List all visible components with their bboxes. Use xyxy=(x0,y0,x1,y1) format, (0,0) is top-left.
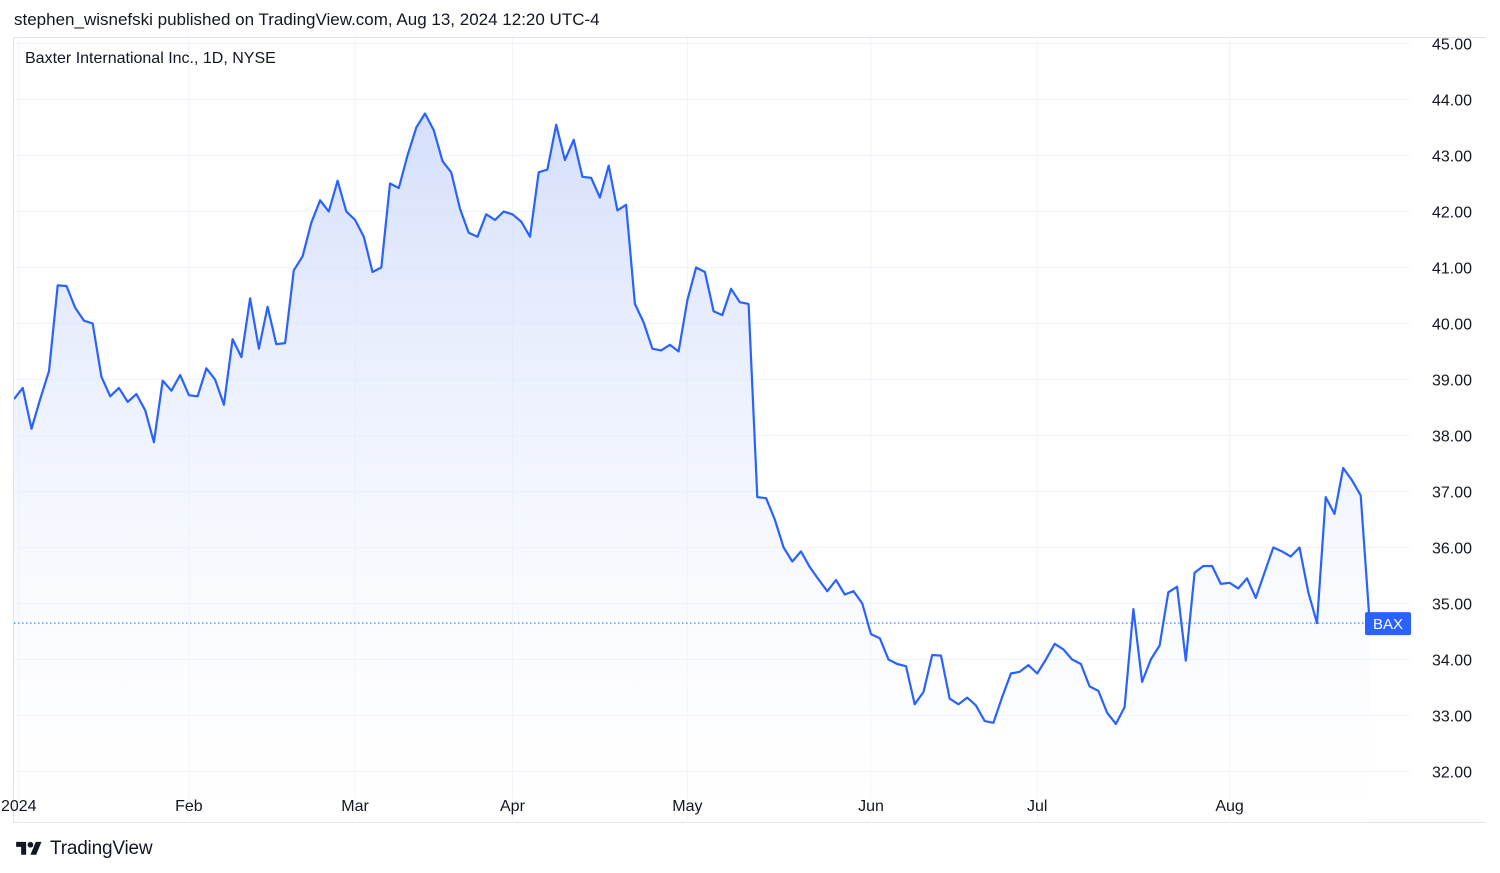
y-tick-label: 39.00 xyxy=(1432,373,1472,390)
y-tick-label: 42.00 xyxy=(1432,205,1472,222)
x-tick-label: 2024 xyxy=(1,798,37,815)
x-tick-label: Jun xyxy=(858,798,884,815)
chart-title: Baxter International Inc., 1D, NYSE xyxy=(25,50,276,67)
publish-info: stephen_wisnefski published on TradingVi… xyxy=(14,10,600,29)
y-tick-label: 34.00 xyxy=(1432,653,1472,670)
y-tick-label: 43.00 xyxy=(1432,149,1472,166)
y-tick-label: 36.00 xyxy=(1432,541,1472,558)
price-area xyxy=(14,113,1370,823)
y-tick-label: 37.00 xyxy=(1432,485,1472,502)
y-tick-label: 41.00 xyxy=(1432,261,1472,278)
x-tick-label: Apr xyxy=(500,798,526,815)
y-tick-label: 32.00 xyxy=(1432,765,1472,782)
price-line-group xyxy=(14,112,1371,725)
x-axis: 2024 Feb Mar Apr May Jun Jul Aug xyxy=(1,798,1244,815)
y-tick-label: 33.00 xyxy=(1432,709,1472,726)
last-price-badge-bg xyxy=(1365,612,1411,636)
tradingview-logo-icon xyxy=(16,841,42,855)
y-axis: 45.00 44.00 43.00 42.00 41.00 40.00 39.00 38.00… xyxy=(1432,37,1472,782)
y-tick-label: 45.00 xyxy=(1432,37,1472,54)
y-tick-label: 35.00 xyxy=(1432,597,1472,614)
tradingview-logo[interactable]: TradingView xyxy=(14,838,153,860)
x-tick-label: Aug xyxy=(1215,798,1243,815)
price-line xyxy=(14,112,1371,725)
last-price-badge: BAX xyxy=(1365,612,1411,636)
last-price-badge-label: BAX xyxy=(1373,616,1403,633)
x-tick-label: Feb xyxy=(175,798,203,815)
price-area-fill xyxy=(14,113,1370,823)
tradingview-logo-text: TradingView xyxy=(50,838,153,859)
x-tick-label: May xyxy=(672,798,702,815)
y-tick-label: 40.00 xyxy=(1432,317,1472,334)
x-tick-label: Jul xyxy=(1027,798,1047,815)
x-tick-label: Mar xyxy=(341,798,369,815)
y-tick-label: 38.00 xyxy=(1432,429,1472,446)
y-tick-label: 44.00 xyxy=(1432,93,1472,110)
